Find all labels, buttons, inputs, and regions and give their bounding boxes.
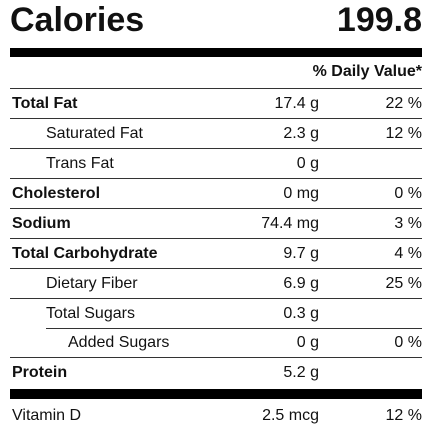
daily-value-header: % Daily Value*: [312, 63, 422, 80]
calories-value: 199.8: [336, 1, 422, 39]
nutrient-daily-value: 25 %: [385, 275, 422, 292]
nutrient-name: Trans Fat: [46, 155, 114, 172]
nutrient-daily-value: 4 %: [394, 245, 422, 262]
nutrient-row-total-carbohydrate: Total Carbohydrate 9.7 g 4 %: [10, 239, 422, 269]
nutrient-name: Total Fat: [12, 95, 78, 112]
thick-divider: [10, 389, 422, 399]
vitamin-row-vitamin-d: Vitamin D 2.5 mcg 12 %: [10, 404, 422, 430]
nutrient-daily-value: 22 %: [385, 95, 422, 112]
vitamin-name: Vitamin D: [12, 407, 82, 424]
nutrient-amount: 0 g: [296, 155, 319, 172]
vitamin-daily-value: 12 %: [385, 407, 422, 424]
thick-divider: [10, 48, 422, 57]
nutrient-row-dietary-fiber: Dietary Fiber 6.9 g 25 %: [10, 269, 422, 299]
nutrient-name: Added Sugars: [68, 334, 170, 351]
calories-header: Calories 199.8: [10, 0, 422, 44]
nutrient-name: Total Carbohydrate: [12, 245, 158, 262]
nutrient-daily-value: 12 %: [385, 125, 422, 142]
nutrient-amount: 0 mg: [283, 185, 319, 202]
nutrient-name: Saturated Fat: [46, 125, 143, 142]
nutrient-row-total-fat: Total Fat 17.4 g 22 %: [10, 89, 422, 119]
divider: [10, 88, 422, 89]
nutrient-amount: 0.3 g: [283, 305, 319, 322]
nutrient-table: Total Fat 17.4 g 22 % Saturated Fat 2.3 …: [10, 89, 422, 387]
nutrient-name: Total Sugars: [46, 305, 135, 322]
nutrient-amount: 17.4 g: [274, 95, 319, 112]
nutrient-amount: 5.2 g: [283, 364, 319, 381]
nutrient-daily-value: 3 %: [394, 215, 422, 232]
nutrient-amount: 6.9 g: [283, 275, 319, 292]
nutrient-amount: 0 g: [296, 334, 319, 351]
nutrient-row-added-sugars: Added Sugars 0 g 0 %: [10, 328, 422, 358]
nutrient-name: Cholesterol: [12, 185, 101, 202]
nutrition-facts-panel: Calories 199.8 % Daily Value* Total Fat …: [10, 0, 422, 430]
nutrient-amount: 74.4 mg: [261, 215, 319, 232]
nutrient-row-cholesterol: Cholesterol 0 mg 0 %: [10, 179, 422, 209]
nutrient-daily-value: 0 %: [394, 334, 422, 351]
nutrient-row-sodium: Sodium 74.4 mg 3 %: [10, 209, 422, 239]
nutrient-name: Dietary Fiber: [46, 275, 138, 292]
nutrient-row-protein: Protein 5.2 g: [10, 358, 422, 387]
calories-label: Calories: [10, 1, 145, 39]
nutrient-amount: 2.3 g: [283, 125, 319, 142]
vitamin-amount: 2.5 mcg: [262, 407, 319, 424]
nutrient-name: Sodium: [12, 215, 71, 232]
nutrient-row-saturated-fat: Saturated Fat 2.3 g 12 %: [10, 119, 422, 149]
nutrient-row-total-sugars: Total Sugars 0.3 g: [10, 299, 422, 329]
nutrient-name: Protein: [12, 364, 68, 381]
nutrient-row-trans-fat: Trans Fat 0 g: [10, 149, 422, 179]
nutrient-amount: 9.7 g: [283, 245, 319, 262]
nutrient-daily-value: 0 %: [394, 185, 422, 202]
